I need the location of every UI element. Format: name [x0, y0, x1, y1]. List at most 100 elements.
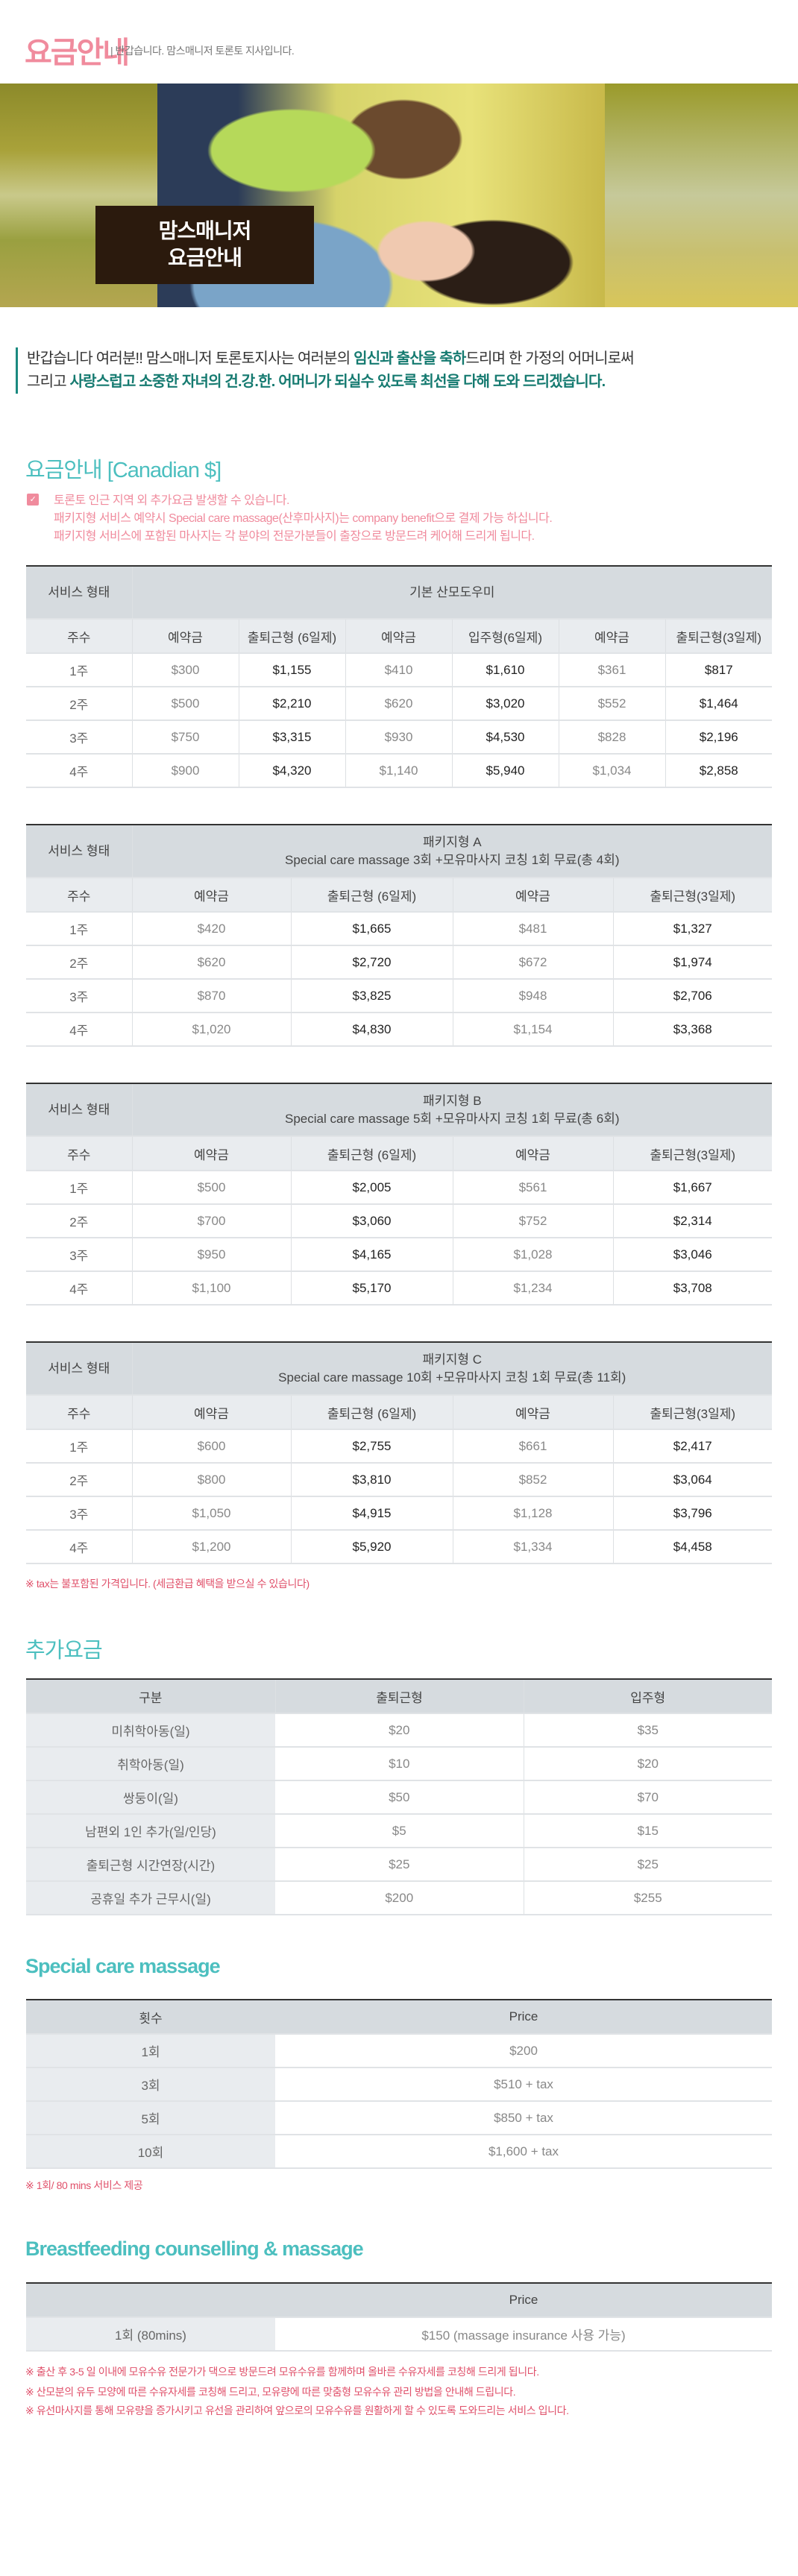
- table-subheader-row: 주수 예약금 출퇴근형 (6일제) 예약금 출퇴근형(3일제): [26, 878, 773, 913]
- table-row: 1주 $420 $1,665 $481 $1,327: [26, 912, 773, 946]
- price-cell: $500: [131, 1171, 291, 1205]
- header-cell: 서비스 형태: [26, 825, 132, 878]
- price-cell: $752: [452, 1204, 613, 1238]
- column-header: 예약금: [558, 619, 665, 654]
- pricing-note: 토론토 인근 지역 외 추가요금 발생할 수 있습니다.: [54, 494, 289, 507]
- table-row: 10회 $1,600 + tax: [26, 2135, 772, 2169]
- price-cell: $1,464: [665, 687, 773, 721]
- header-cell: 서비스 형태: [26, 566, 132, 620]
- price-cell: $5: [275, 1814, 524, 1848]
- price-cell: $1,128: [452, 1496, 613, 1531]
- package-header-cell: 패키지형 B Special care massage 5회 +모유마사지 코칭 …: [131, 1083, 773, 1137]
- price-cell: $3,796: [612, 1496, 772, 1531]
- price-cell: $3,368: [612, 1013, 773, 1047]
- price-cell: $800: [131, 1463, 291, 1497]
- price-cell: $35: [523, 1713, 772, 1748]
- price-cell: $3,064: [612, 1463, 772, 1497]
- column-header: 출퇴근형(3일제): [612, 1136, 773, 1171]
- check-speech-icon: ✓: [27, 494, 39, 506]
- breast-table: Price 1회 (80mins) $150 (massage insurance …: [26, 2282, 772, 2352]
- table-header-row: Price: [26, 2283, 772, 2318]
- package-header-cell: 패키지형 C Special care massage 10회 +모유마사지 코칭…: [131, 1342, 772, 1396]
- column-header: 예약금: [131, 1395, 291, 1430]
- pricing-notes: ✓ 토론토 인근 지역 외 추가요금 발생할 수 있습니다. 패키지형 서비스 …: [27, 492, 553, 546]
- price-cell: $817: [665, 653, 773, 687]
- price-cell: $2,210: [238, 687, 345, 721]
- page-subtitle: | 반갑습니다. 맘스매니저 토론토 지사입니다.: [110, 45, 295, 57]
- price-cell: $3,825: [290, 979, 453, 1013]
- price-cell: $300: [131, 653, 239, 687]
- price-cell: $4,320: [238, 754, 345, 788]
- price-cell: $1,334: [452, 1530, 613, 1564]
- price-cell: $1,667: [612, 1171, 773, 1205]
- column-header: 출퇴근형(3일제): [612, 878, 773, 913]
- table-row: 1회 (80mins) $150 (massage insurance 사용 가능…: [26, 2317, 772, 2352]
- hero-banner-image: 맘스매니저 요금안내: [0, 84, 798, 307]
- table-header-row: 서비스 형태 패키지형 B Special care massage 5회 +모유마…: [26, 1083, 773, 1137]
- column-header: 예약금: [452, 1395, 613, 1430]
- intro-highlight-1: 임신과 출산을 축하: [354, 350, 466, 367]
- column-header: 예약금: [452, 878, 613, 913]
- price-cell: $420: [131, 912, 291, 946]
- intro-text-2a: 그리고: [27, 374, 70, 390]
- column-header: Price: [275, 2000, 772, 2035]
- price-cell: $2,706: [612, 979, 773, 1013]
- price-cell: $255: [523, 1881, 772, 1915]
- table-header-row: 서비스 형태 패키지형 A Special care massage 3회 +모유마…: [26, 825, 773, 878]
- package-title: 기본 산모도우미: [409, 585, 495, 599]
- column-header: 주수: [26, 619, 132, 654]
- table-row: 쌍둥이(일) $50 $70: [26, 1780, 772, 1815]
- week-cell: 2주: [26, 1463, 132, 1497]
- package-header-cell: 패키지형 A Special care massage 3회 +모유마사지 코칭 …: [131, 825, 773, 878]
- table-row: 2주 $620 $2,720 $672 $1,974: [26, 945, 773, 980]
- table-row: 출퇴근형 시간연장(시간) $25 $25: [26, 1848, 772, 1882]
- price-cell: $1,610: [451, 653, 559, 687]
- banner-title-line1: 맘스매니저: [158, 219, 252, 242]
- special-table: 횟수 Price 1회 $200 3회 $510 + tax 5회 $850 + tax 10회…: [26, 1999, 772, 2169]
- price-cell: $2,720: [290, 945, 453, 980]
- pricing-note: 패키지형 서비스에 포함된 마사지는 각 분야의 전문가분들이 출장으로 방문드…: [54, 530, 535, 543]
- price-cell: $2,858: [665, 754, 773, 788]
- table-row: 5회 $850 + tax: [26, 2101, 772, 2135]
- page-title: 요금안내: [25, 37, 130, 69]
- price-cell: $50: [275, 1780, 524, 1815]
- table-row: 1주 $600 $2,755 $661 $2,417: [26, 1429, 772, 1464]
- label-cell: 10회: [26, 2135, 275, 2169]
- price-cell: $672: [452, 945, 613, 980]
- column-header: 예약금: [452, 1136, 613, 1171]
- week-cell: 1주: [26, 653, 132, 687]
- price-cell: $2,755: [290, 1429, 453, 1464]
- breastfeeding-note: ※ 출산 후 3-5 일 이내에 모유수유 전문가가 댁으로 방문드려 모유수유…: [25, 2366, 539, 2378]
- price-cell: $1,974: [612, 945, 773, 980]
- table-row: 3주 $750 $3,315 $930 $4,530 $828 $2,196: [26, 720, 773, 755]
- breastfeeding-note: ※ 유선마사지를 통해 모유량을 증가시키고 유선을 관리하여 앞으로의 모유수…: [25, 2405, 569, 2416]
- package-subtitle: Special care massage 10회 +모유마사지 코칭 1회 무료…: [278, 1370, 626, 1385]
- price-cell: $552: [558, 687, 665, 721]
- price-cell: $20: [523, 1747, 772, 1781]
- price-cell: $2,005: [290, 1171, 453, 1205]
- label-cell: 출퇴근형 시간연장(시간): [26, 1848, 275, 1882]
- price-cell: $5,920: [290, 1530, 453, 1564]
- column-header: 입주형(6일제): [451, 619, 559, 654]
- table-row: 남편외 1인 추가(일/인당) $5 $15: [26, 1814, 772, 1848]
- package-header-cell: 기본 산모도우미: [131, 566, 773, 620]
- price-table: 서비스 형태 패키지형 C Special care massage 10회 +모유…: [26, 1341, 772, 1564]
- table-header-row: 서비스 형태 기본 산모도우미: [26, 566, 773, 620]
- label-cell: 3회: [26, 2068, 275, 2102]
- week-cell: 1주: [26, 912, 132, 946]
- price-cell: $3,708: [612, 1271, 773, 1306]
- special-care-note: ※ 1회/ 80 mins 서비스 제공: [25, 2179, 143, 2191]
- week-cell: 3주: [26, 979, 132, 1013]
- price-cell: $930: [345, 720, 452, 755]
- price-cell: $500: [131, 687, 239, 721]
- price-cell: $1,028: [452, 1238, 613, 1272]
- price-cell: $70: [523, 1780, 772, 1815]
- table-row: 4주 $1,100 $5,170 $1,234 $3,708: [26, 1271, 773, 1306]
- price-cell: $1,234: [452, 1271, 613, 1306]
- tax-note: ※ tax는 불포함된 가격입니다. (세금환급 혜택을 받으실 수 있습니다): [25, 1578, 310, 1590]
- table-subheader-row: 주수 예약금 출퇴근형 (6일제) 예약금 출퇴근형(3일제): [26, 1136, 773, 1171]
- price-cell: $510 + tax: [275, 2068, 772, 2102]
- price-cell: $620: [345, 687, 452, 721]
- price-cell: $2,196: [665, 720, 773, 755]
- week-cell: 4주: [26, 1530, 132, 1564]
